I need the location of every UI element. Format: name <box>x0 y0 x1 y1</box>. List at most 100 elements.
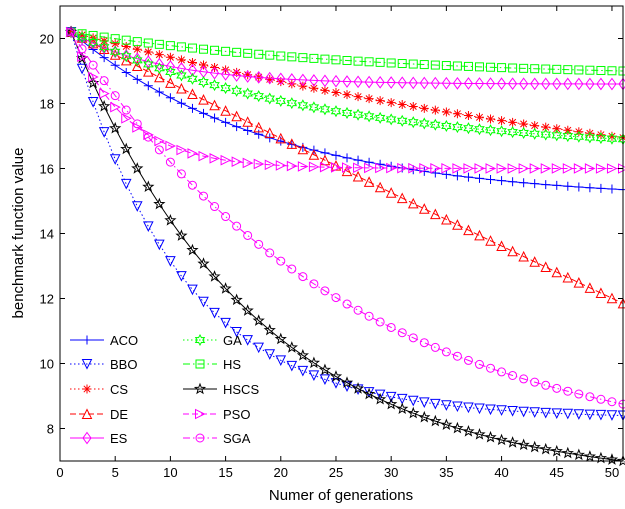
data-point <box>418 410 431 423</box>
data-point <box>253 121 265 133</box>
data-point <box>363 176 375 187</box>
data-point <box>397 59 407 69</box>
data-point <box>474 173 484 183</box>
legend-item-sga: SGA <box>183 431 251 446</box>
data-point <box>396 393 408 405</box>
data-point <box>121 50 132 63</box>
data-point <box>595 132 607 145</box>
data-point <box>507 77 518 91</box>
data-point <box>606 292 618 304</box>
data-point <box>242 157 254 169</box>
legend-label: CS <box>110 382 128 397</box>
x-tick-label: 35 <box>439 465 453 480</box>
data-point <box>210 202 220 212</box>
data-point <box>430 398 441 410</box>
data-point <box>530 179 540 189</box>
data-point <box>562 408 574 420</box>
data-point <box>165 256 176 267</box>
data-point <box>120 142 133 155</box>
data-point <box>275 160 287 171</box>
data-point <box>441 76 451 90</box>
data-point <box>243 230 253 240</box>
series-line <box>70 31 624 140</box>
data-point <box>484 430 497 443</box>
data-point <box>276 72 286 86</box>
data-point <box>342 75 352 88</box>
data-point <box>110 91 120 101</box>
data-point <box>253 342 265 354</box>
data-point <box>143 66 154 77</box>
data-point <box>551 266 563 278</box>
data-point <box>221 46 231 56</box>
data-point <box>131 201 143 212</box>
data-point <box>396 192 408 204</box>
data-point <box>441 61 451 71</box>
data-point <box>199 108 209 118</box>
legend-item-de: DE <box>70 407 128 422</box>
data-point <box>583 450 596 462</box>
data-point <box>396 114 408 127</box>
data-point <box>187 284 198 296</box>
data-point <box>176 98 186 108</box>
data-point <box>221 117 231 127</box>
data-point <box>352 170 364 182</box>
data-point <box>254 71 264 84</box>
data-point <box>364 94 374 104</box>
data-point <box>342 153 352 163</box>
data-point <box>164 213 177 226</box>
data-point <box>330 162 342 173</box>
data-point <box>230 293 243 306</box>
data-point <box>121 35 131 45</box>
data-point <box>574 389 584 399</box>
data-point <box>221 212 231 222</box>
legend-item-hscs: HSCS <box>183 382 259 397</box>
legend-label: SGA <box>223 431 251 446</box>
data-point <box>154 50 164 60</box>
x-tick-label: 25 <box>329 465 343 480</box>
data-point <box>540 261 552 272</box>
data-point <box>529 256 540 267</box>
data-point <box>519 178 529 188</box>
data-point <box>320 74 330 88</box>
x-tick-label: 30 <box>384 465 398 480</box>
data-point <box>430 342 440 352</box>
data-point <box>81 359 93 370</box>
data-point <box>441 119 452 132</box>
data-point <box>606 132 618 145</box>
data-point <box>264 159 276 171</box>
data-point <box>330 105 342 118</box>
data-point <box>199 60 209 70</box>
data-point <box>351 382 365 394</box>
data-point <box>386 322 396 332</box>
data-point <box>208 270 221 282</box>
x-tick-label: 45 <box>550 465 564 480</box>
data-point <box>176 271 187 282</box>
data-point <box>507 245 518 257</box>
data-point <box>286 360 298 372</box>
data-point <box>552 383 562 393</box>
data-point <box>132 44 142 54</box>
data-point <box>353 75 363 89</box>
data-point <box>374 392 387 405</box>
data-point <box>209 153 221 164</box>
legend-item-aco: ACO <box>70 333 138 348</box>
data-point <box>195 433 205 443</box>
data-point <box>441 163 452 174</box>
data-point <box>408 333 418 343</box>
data-point <box>319 161 331 173</box>
data-point <box>507 163 519 174</box>
data-point <box>220 68 231 81</box>
data-point <box>563 181 573 191</box>
data-point <box>563 77 573 91</box>
data-point <box>320 85 330 95</box>
legend-item-pso: PSO <box>183 407 250 422</box>
data-point <box>176 69 187 82</box>
data-point <box>121 41 131 51</box>
data-point <box>540 128 551 141</box>
data-point <box>88 60 98 70</box>
data-point <box>308 370 320 381</box>
data-point <box>274 332 287 345</box>
data-point <box>573 409 585 420</box>
data-point <box>584 131 596 144</box>
data-point <box>451 421 464 434</box>
